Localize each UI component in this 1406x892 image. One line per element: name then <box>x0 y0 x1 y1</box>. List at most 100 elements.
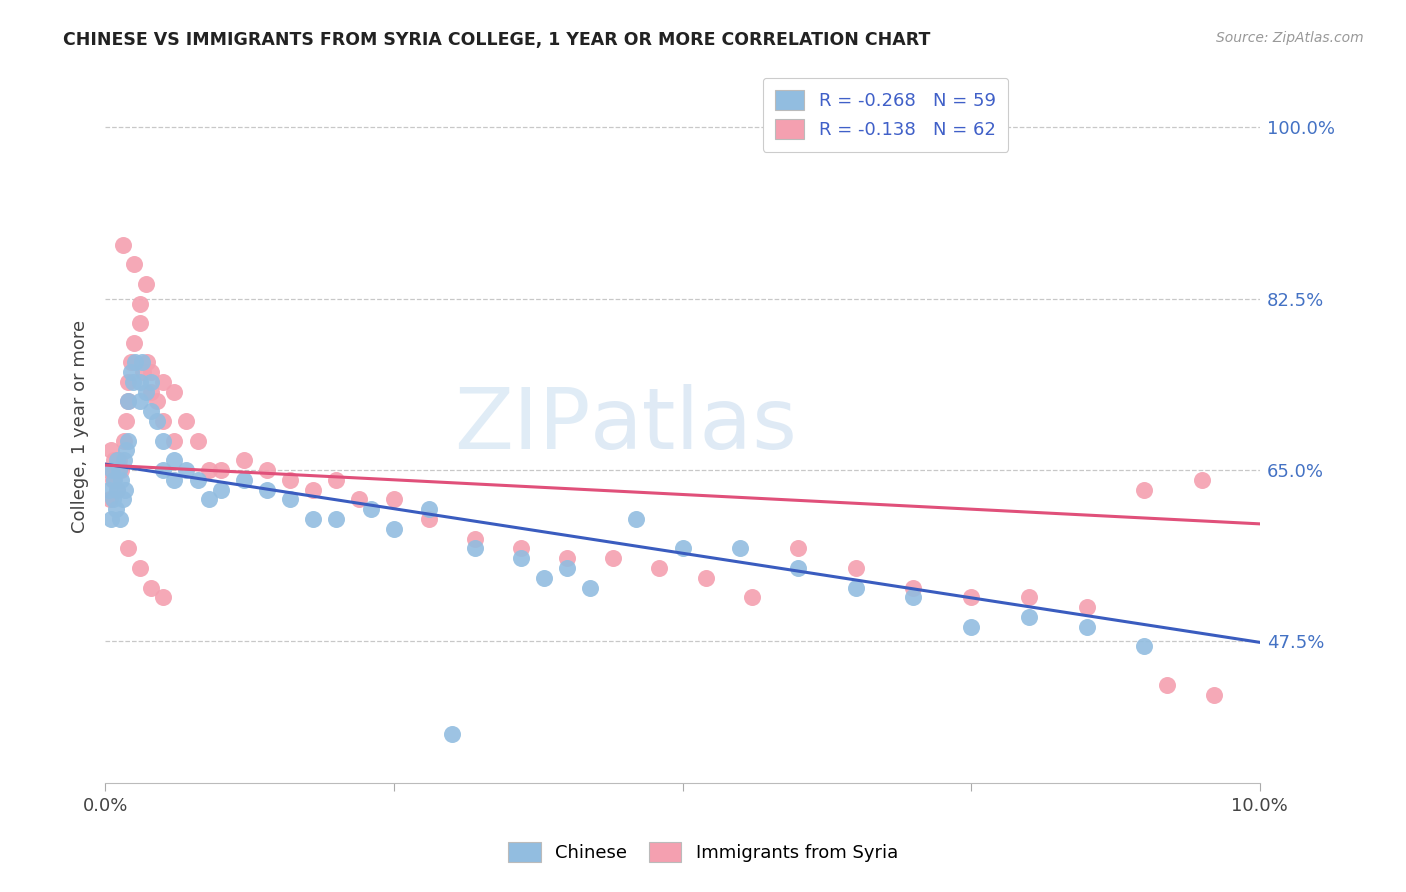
Text: ZIP: ZIP <box>454 384 591 467</box>
Point <box>128 296 150 310</box>
Point <box>128 375 150 389</box>
Point <box>533 571 555 585</box>
Point <box>105 483 128 497</box>
Legend: Chinese, Immigrants from Syria: Chinese, Immigrants from Syria <box>501 835 905 870</box>
Point <box>418 502 440 516</box>
Point <box>1202 688 1225 702</box>
Point <box>117 394 139 409</box>
Point <box>117 434 139 448</box>
Point <box>152 591 174 605</box>
Point <box>1156 678 1178 692</box>
Point <box>1076 600 1098 615</box>
Point <box>903 581 925 595</box>
Point <box>131 355 153 369</box>
Point <box>198 463 221 477</box>
Point <box>256 483 278 497</box>
Point <box>111 492 134 507</box>
Point <box>115 443 138 458</box>
Point <box>440 727 463 741</box>
Point <box>695 571 717 585</box>
Point <box>100 443 122 458</box>
Point <box>117 375 139 389</box>
Point <box>845 561 868 575</box>
Point <box>347 492 370 507</box>
Text: CHINESE VS IMMIGRANTS FROM SYRIA COLLEGE, 1 YEAR OR MORE CORRELATION CHART: CHINESE VS IMMIGRANTS FROM SYRIA COLLEGE… <box>63 31 931 49</box>
Point <box>787 561 810 575</box>
Point <box>464 541 486 556</box>
Point <box>141 404 163 418</box>
Point <box>382 522 405 536</box>
Point <box>141 365 163 379</box>
Point <box>232 473 254 487</box>
Legend: R = -0.268   N = 59, R = -0.138   N = 62: R = -0.268 N = 59, R = -0.138 N = 62 <box>762 78 1008 152</box>
Point <box>122 257 145 271</box>
Point <box>124 355 146 369</box>
Point <box>115 414 138 428</box>
Point <box>418 512 440 526</box>
Point <box>187 434 209 448</box>
Point <box>112 434 135 448</box>
Point <box>111 237 134 252</box>
Point <box>1133 483 1156 497</box>
Point <box>509 541 531 556</box>
Point <box>728 541 751 556</box>
Point <box>960 620 983 634</box>
Point <box>555 561 578 575</box>
Point <box>98 492 121 507</box>
Point <box>671 541 693 556</box>
Point <box>101 463 124 477</box>
Point <box>114 483 136 497</box>
Point <box>648 561 671 575</box>
Point <box>141 581 163 595</box>
Point <box>198 492 221 507</box>
Point <box>382 492 405 507</box>
Point <box>117 541 139 556</box>
Point <box>325 512 347 526</box>
Point <box>152 414 174 428</box>
Point <box>103 492 125 507</box>
Point <box>187 473 209 487</box>
Point <box>135 277 157 291</box>
Point <box>135 384 157 399</box>
Point <box>845 581 868 595</box>
Point <box>146 414 169 428</box>
Point <box>112 453 135 467</box>
Point <box>128 316 150 330</box>
Point <box>278 473 301 487</box>
Point <box>97 483 120 497</box>
Point <box>555 551 578 566</box>
Point <box>103 453 125 467</box>
Point <box>464 532 486 546</box>
Point <box>120 365 142 379</box>
Point <box>128 561 150 575</box>
Point <box>141 384 163 399</box>
Point <box>325 473 347 487</box>
Point <box>163 384 186 399</box>
Point <box>152 375 174 389</box>
Point <box>579 581 602 595</box>
Point <box>787 541 810 556</box>
Text: Source: ZipAtlas.com: Source: ZipAtlas.com <box>1216 31 1364 45</box>
Point <box>903 591 925 605</box>
Point <box>163 473 186 487</box>
Point <box>302 483 325 497</box>
Point <box>1133 640 1156 654</box>
Point <box>146 394 169 409</box>
Point <box>103 473 125 487</box>
Point <box>174 463 197 477</box>
Point <box>117 394 139 409</box>
Point <box>100 512 122 526</box>
Point <box>1018 610 1040 624</box>
Point <box>105 453 128 467</box>
Point <box>110 512 132 526</box>
Point <box>108 463 131 477</box>
Point <box>96 463 118 477</box>
Point <box>122 375 145 389</box>
Text: atlas: atlas <box>591 384 799 467</box>
Point <box>163 434 186 448</box>
Point <box>122 335 145 350</box>
Point <box>626 512 648 526</box>
Y-axis label: College, 1 year or more: College, 1 year or more <box>72 319 89 533</box>
Point <box>209 483 232 497</box>
Point <box>1191 473 1213 487</box>
